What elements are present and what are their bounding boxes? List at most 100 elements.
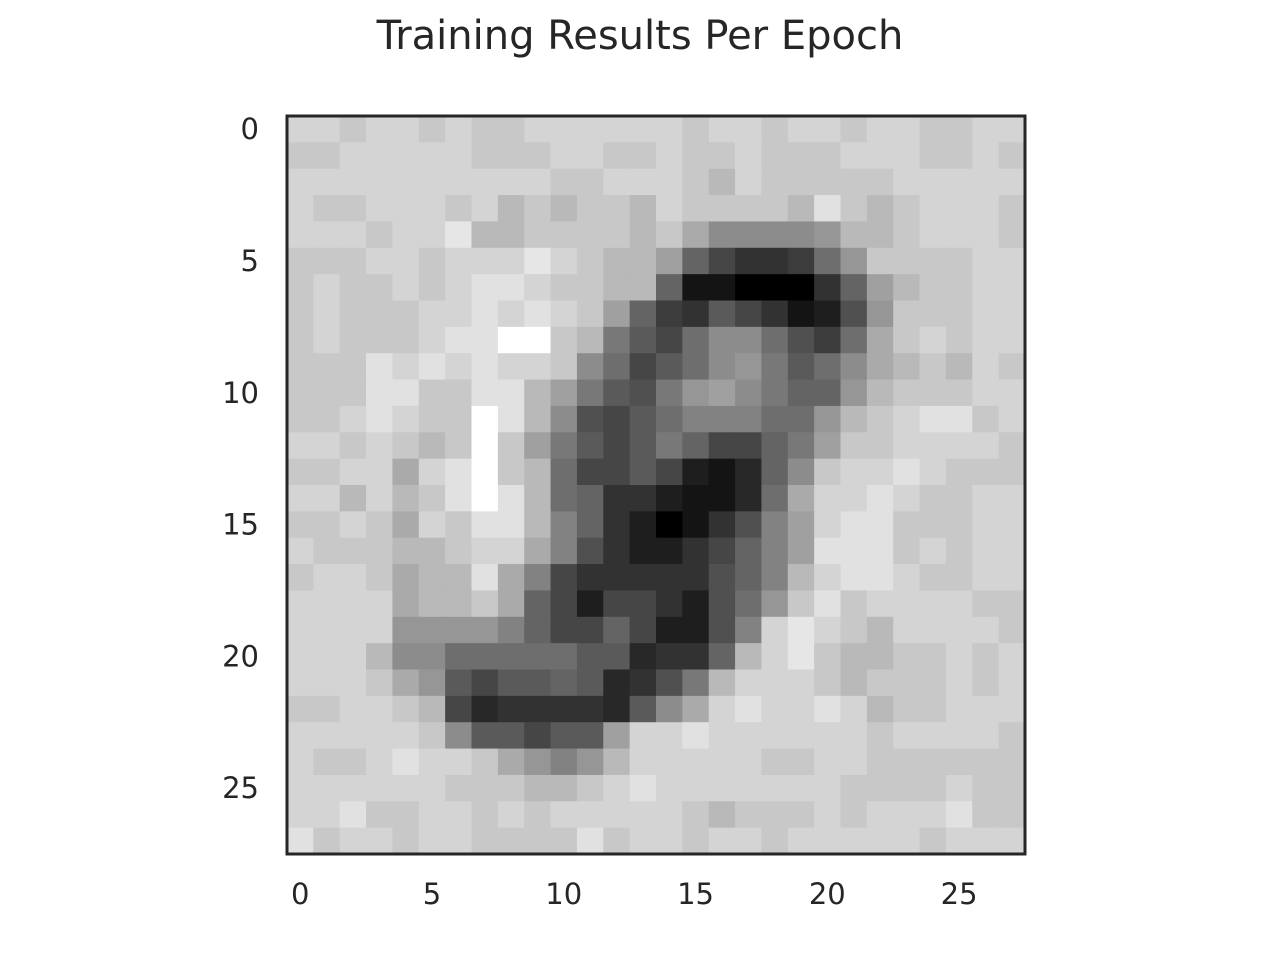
heatmap-cell bbox=[629, 432, 657, 460]
heatmap-cell bbox=[629, 274, 657, 302]
heatmap-cell bbox=[893, 590, 921, 618]
heatmap-cell bbox=[603, 116, 631, 143]
heatmap-cell bbox=[445, 379, 473, 407]
x-tick-label: 0 bbox=[291, 877, 309, 911]
heatmap-cell bbox=[392, 195, 420, 223]
heatmap-cell bbox=[366, 616, 394, 644]
heatmap-cell bbox=[840, 274, 868, 302]
heatmap-cell bbox=[893, 300, 921, 328]
heatmap-cell bbox=[550, 432, 578, 460]
heatmap-cell bbox=[656, 353, 683, 381]
heatmap-cell bbox=[524, 326, 552, 354]
heatmap-cell bbox=[366, 669, 394, 697]
heatmap-cell bbox=[550, 801, 578, 829]
heatmap-cell bbox=[787, 537, 815, 565]
heatmap-cell bbox=[445, 221, 473, 249]
heatmap-cell bbox=[550, 643, 578, 671]
heatmap-cell bbox=[682, 564, 710, 592]
heatmap-cell bbox=[287, 695, 314, 723]
heatmap-cell bbox=[629, 722, 657, 750]
heatmap-cell bbox=[629, 564, 657, 592]
heatmap-cell bbox=[392, 722, 420, 750]
heatmap-cell bbox=[313, 564, 341, 592]
heatmap-cell bbox=[682, 116, 710, 143]
heatmap-cell bbox=[708, 274, 736, 302]
heatmap-cell bbox=[761, 300, 789, 328]
heatmap-cell bbox=[866, 827, 894, 855]
heatmap-cell bbox=[524, 168, 552, 196]
heatmap-cell bbox=[550, 722, 578, 750]
heatmap-cell bbox=[998, 722, 1026, 750]
heatmap-cell bbox=[603, 379, 631, 407]
heatmap-cell bbox=[497, 827, 525, 855]
heatmap-cell bbox=[524, 537, 552, 565]
heatmap-cell bbox=[945, 643, 973, 671]
heatmap-cell bbox=[787, 774, 815, 802]
heatmap-cell bbox=[313, 353, 341, 381]
heatmap-cell bbox=[445, 722, 473, 750]
heatmap-cell bbox=[471, 801, 499, 829]
heatmap-cell bbox=[814, 221, 842, 249]
heatmap-cell bbox=[366, 801, 394, 829]
heatmap-cell bbox=[550, 274, 578, 302]
heatmap-cell bbox=[787, 485, 815, 512]
heatmap-cell bbox=[919, 195, 947, 223]
heatmap-cell bbox=[945, 405, 973, 433]
heatmap-cell bbox=[629, 669, 657, 697]
heatmap-cell bbox=[945, 300, 973, 328]
heatmap-cell bbox=[945, 379, 973, 407]
heatmap-cell bbox=[471, 195, 499, 223]
heatmap-cell bbox=[313, 722, 341, 750]
heatmap-cell bbox=[471, 774, 499, 802]
heatmap-cell bbox=[919, 590, 947, 618]
heatmap-cell bbox=[708, 748, 736, 776]
heatmap-cell bbox=[287, 564, 314, 592]
heatmap-cell bbox=[603, 168, 631, 196]
heatmap-cell bbox=[735, 274, 763, 302]
heatmap-cell bbox=[366, 353, 394, 381]
heatmap-cell bbox=[761, 142, 789, 170]
heatmap-cell bbox=[866, 590, 894, 618]
heatmap-cell bbox=[708, 774, 736, 802]
heatmap-cell bbox=[392, 405, 420, 433]
heatmap-cell bbox=[998, 669, 1026, 697]
heatmap-cell bbox=[656, 827, 683, 855]
heatmap-cell bbox=[392, 511, 420, 539]
heatmap-cell bbox=[919, 379, 947, 407]
heatmap-cell bbox=[972, 221, 1000, 249]
heatmap-cell bbox=[708, 326, 736, 354]
y-tick-label: 25 bbox=[222, 771, 259, 805]
heatmap-cell bbox=[840, 405, 868, 433]
heatmap-cell bbox=[287, 722, 314, 750]
heatmap-cell bbox=[497, 300, 525, 328]
heatmap-cell bbox=[998, 564, 1026, 592]
heatmap-cell bbox=[814, 326, 842, 354]
x-tick-label: 20 bbox=[809, 877, 846, 911]
heatmap-cell bbox=[603, 774, 631, 802]
plot-frame bbox=[285, 114, 1027, 856]
heatmap-cell bbox=[998, 616, 1026, 644]
heatmap-cell bbox=[603, 326, 631, 354]
heatmap-cell bbox=[787, 379, 815, 407]
heatmap-cell bbox=[445, 511, 473, 539]
heatmap-cell bbox=[761, 564, 789, 592]
heatmap-cell bbox=[840, 168, 868, 196]
heatmap-cell bbox=[418, 669, 446, 697]
heatmap-cell bbox=[840, 537, 868, 565]
heatmap-cell bbox=[497, 564, 525, 592]
heatmap-cell bbox=[893, 458, 921, 486]
heatmap-cell bbox=[735, 774, 763, 802]
heatmap-cell bbox=[814, 616, 842, 644]
heatmap-cell bbox=[392, 590, 420, 618]
heatmap-cell bbox=[761, 643, 789, 671]
heatmap-cell bbox=[945, 801, 973, 829]
chart-title: Training Results Per Epoch bbox=[376, 13, 904, 59]
heatmap-cell bbox=[576, 511, 604, 539]
heatmap-cell bbox=[682, 722, 710, 750]
heatmap-cell bbox=[497, 748, 525, 776]
heatmap-cell bbox=[998, 590, 1026, 618]
heatmap-cell bbox=[682, 827, 710, 855]
heatmap-cell bbox=[840, 616, 868, 644]
heatmap-cell bbox=[392, 827, 420, 855]
